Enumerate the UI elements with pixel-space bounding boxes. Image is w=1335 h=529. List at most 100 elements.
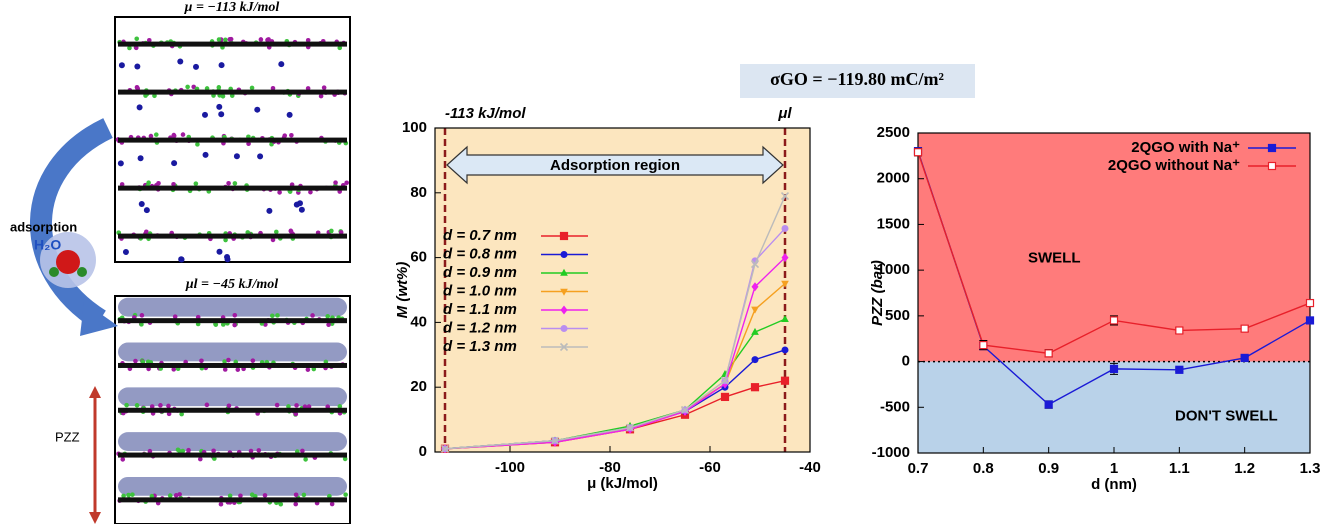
atom: [172, 314, 178, 319]
atom: [167, 493, 173, 498]
ion: [178, 256, 185, 263]
atom: [256, 448, 262, 453]
ion: [218, 62, 225, 69]
atom: [144, 229, 149, 235]
atom: [148, 133, 154, 139]
atom: [119, 182, 125, 187]
atom: [149, 404, 155, 409]
atom: [329, 501, 335, 507]
atom: [227, 493, 233, 499]
graphene-sheet: [118, 452, 347, 458]
y-tick-label: 500: [885, 307, 910, 324]
atom: [156, 181, 161, 186]
atom: [248, 448, 254, 454]
atom: [249, 85, 255, 91]
marker: [1109, 316, 1119, 325]
pressure-label: PZZ: [55, 429, 80, 444]
ion: [298, 206, 305, 213]
legend-label: d = 0.7 nm: [443, 227, 517, 244]
atom: [133, 45, 139, 51]
atom: [222, 359, 227, 364]
marker: [1267, 161, 1277, 171]
marker: [913, 148, 923, 157]
atom: [270, 313, 275, 319]
y-tick-label: -1000: [872, 444, 910, 461]
marker: [720, 392, 730, 402]
marker: [781, 280, 789, 288]
atom: [145, 359, 151, 365]
atom: [286, 404, 291, 409]
atom: [222, 367, 228, 372]
process-arrow-head: [80, 302, 118, 336]
atom: [293, 492, 299, 498]
atom: [321, 85, 327, 90]
marker: [1044, 349, 1053, 358]
y-tick-label: 80: [410, 184, 427, 201]
process-label: adsorption: [10, 219, 77, 234]
atom: [270, 237, 276, 243]
atom: [220, 322, 226, 327]
marker: [979, 341, 988, 350]
y-tick-label: 2500: [877, 124, 910, 141]
oxygen: [56, 250, 80, 274]
atom: [333, 180, 338, 185]
y-tick-label: -500: [880, 398, 910, 415]
atom: [274, 402, 280, 408]
atom: [226, 403, 232, 409]
atom: [216, 37, 222, 42]
atom: [180, 448, 186, 454]
snapshot-bottom-label: μl = −45 kJ/mol: [185, 277, 278, 292]
atom: [305, 367, 311, 372]
x-tick-label: 0.8: [973, 460, 994, 477]
graphene-sheet: [118, 407, 347, 413]
atom: [227, 36, 233, 42]
marker: [780, 376, 790, 385]
atom: [344, 180, 349, 186]
ion: [118, 62, 125, 69]
graphene-sheet: [118, 497, 347, 503]
y-tick-label: 2000: [877, 170, 910, 187]
atom: [235, 367, 241, 372]
marker-line-label: μl: [777, 105, 792, 122]
marker: [780, 191, 790, 201]
ion: [134, 63, 141, 70]
marker: [1305, 298, 1315, 308]
marker: [751, 327, 759, 335]
ion: [296, 200, 303, 207]
atom: [294, 403, 299, 408]
y-axis-label: M (wt%): [394, 262, 411, 319]
ion: [202, 111, 208, 118]
marker: [751, 306, 759, 314]
y-tick-label: 1000: [877, 261, 910, 278]
marker: [1240, 353, 1249, 363]
snapshot-top-label: μ = −113 kJ/mol: [184, 0, 280, 15]
legend-label: d = 1.2 nm: [443, 319, 517, 336]
ion: [224, 256, 231, 263]
marker: [750, 260, 760, 269]
atom: [343, 492, 348, 497]
atom: [226, 357, 231, 363]
atom: [258, 37, 264, 42]
pressure-arrow-head: [89, 386, 101, 398]
legend-label: d = 0.8 nm: [443, 245, 517, 262]
ion: [266, 207, 273, 214]
marker: [560, 305, 568, 315]
atom: [326, 322, 331, 328]
atom: [171, 133, 177, 139]
marker: [751, 282, 759, 292]
marker: [559, 342, 569, 352]
atom: [146, 37, 152, 43]
atom: [147, 448, 153, 454]
header: σGO = −119.80 mC/m²: [770, 69, 944, 89]
atom: [232, 181, 238, 186]
atom: [171, 367, 177, 372]
ion: [171, 160, 178, 167]
marker: [1109, 364, 1119, 373]
marker: [1240, 324, 1249, 333]
water-layer: [118, 342, 347, 362]
ion: [216, 103, 223, 110]
atom: [218, 501, 224, 507]
marker: [750, 383, 760, 392]
ion: [137, 155, 144, 162]
atom: [249, 492, 255, 498]
